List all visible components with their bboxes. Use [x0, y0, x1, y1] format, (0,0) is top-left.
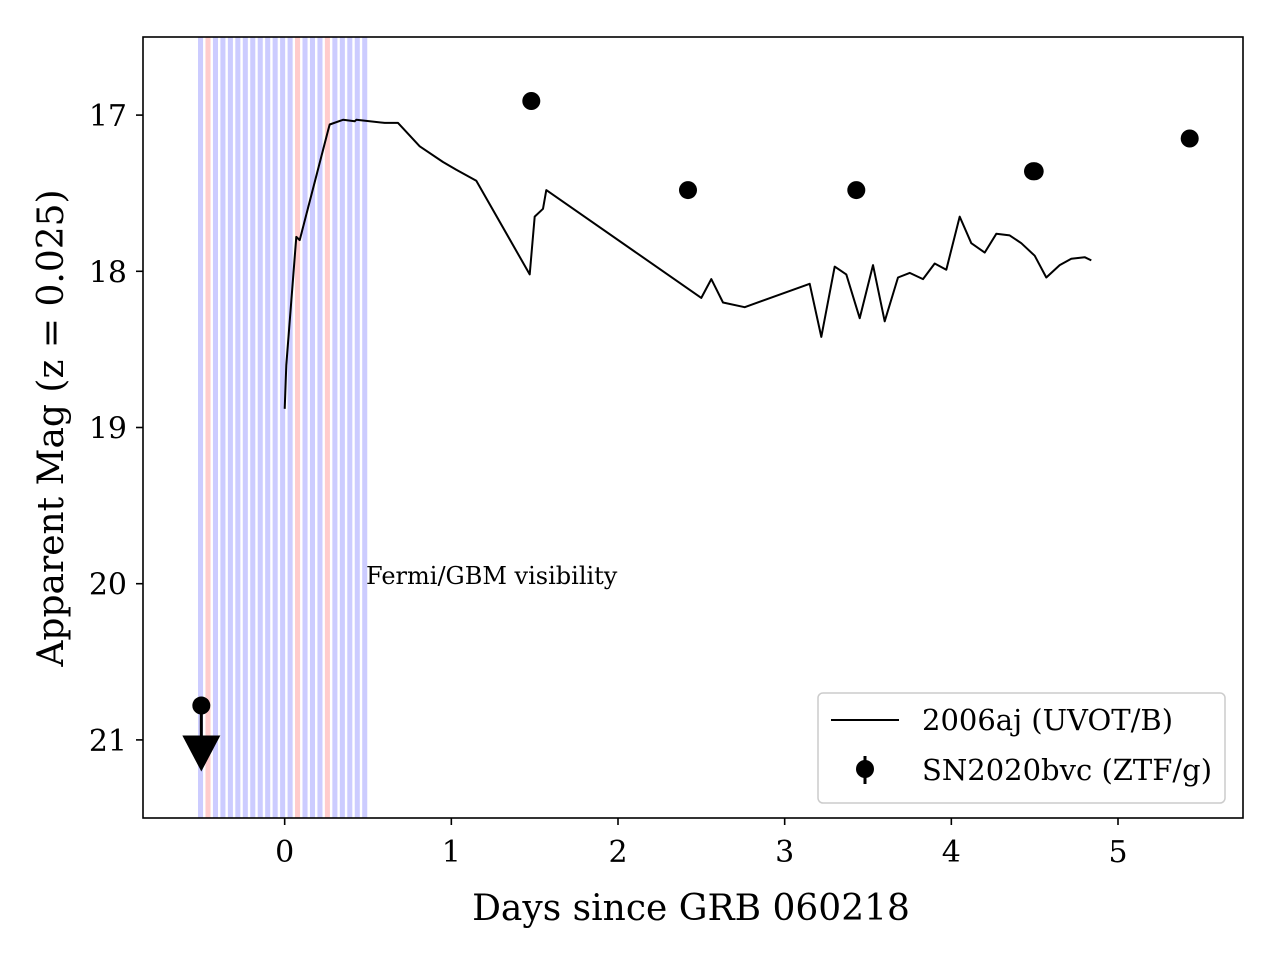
annotation-fermi-gbm: Fermi/GBM visibility	[366, 562, 618, 590]
x-axis-label: Days since GRB 060218	[472, 888, 910, 929]
legend-label-2006aj: 2006aj (UVOT/B)	[922, 703, 1173, 737]
visibility-band	[324, 37, 330, 818]
visibility-band	[212, 37, 218, 818]
visibility-band	[339, 37, 345, 818]
legend-point-swatch	[856, 760, 874, 778]
visibility-band	[272, 37, 278, 818]
visibility-band	[235, 37, 241, 818]
y-tick-label: 21	[89, 724, 127, 759]
visibility-band	[295, 37, 301, 818]
y-axis-ticks: 17 18 19 20 21	[89, 99, 143, 759]
upper-limit-point	[192, 696, 211, 715]
upper-limit-arrow	[182, 735, 221, 772]
x-axis-ticks: 0 1 2 3 4 5	[275, 818, 1128, 870]
y-axis-label: Apparent Mag (z = 0.025)	[31, 189, 72, 667]
x-tick-label: 0	[275, 835, 294, 870]
visibility-band	[220, 37, 226, 818]
x-tick-label: 3	[775, 835, 794, 870]
series-sn2020bvc-group	[522, 92, 1199, 200]
visibility-band	[332, 37, 338, 818]
upper-limit-marker	[182, 696, 221, 772]
visibility-band	[354, 37, 360, 818]
visibility-band	[257, 37, 263, 818]
data-point-sn2020bvc	[1025, 162, 1044, 181]
visibility-band	[309, 37, 316, 818]
series-2006aj-group	[283, 118, 1092, 409]
visibility-bands	[198, 37, 368, 818]
visibility-band	[198, 37, 204, 818]
data-point-sn2020bvc	[522, 92, 541, 110]
visibility-band	[242, 37, 248, 818]
legend-label-sn2020bvc: SN2020bvc (ZTF/g)	[922, 753, 1212, 787]
data-point-sn2020bvc	[847, 181, 866, 200]
y-tick-label: 20	[89, 568, 127, 603]
y-tick-label: 18	[89, 255, 127, 290]
visibility-band	[265, 37, 271, 818]
visibility-band	[205, 37, 211, 818]
data-point-sn2020bvc	[1180, 129, 1199, 148]
y-tick-label: 19	[89, 412, 127, 447]
x-tick-label: 4	[942, 835, 961, 870]
series-line-2006aj	[283, 118, 1092, 409]
visibility-band	[362, 37, 368, 818]
x-tick-label: 1	[442, 835, 461, 870]
legend-box	[817, 692, 1226, 804]
visibility-band	[227, 37, 233, 818]
x-tick-label: 5	[1108, 835, 1127, 870]
data-point-sn2020bvc	[679, 181, 697, 200]
visibility-band	[302, 37, 308, 818]
visibility-band	[347, 37, 353, 818]
y-tick-label: 17	[89, 99, 127, 134]
visibility-band	[280, 37, 286, 818]
legend: 2006aj (UVOT/B) SN2020bvc (ZTF/g)	[817, 692, 1226, 804]
visibility-band	[317, 37, 323, 818]
visibility-band	[287, 37, 293, 818]
x-tick-label: 2	[608, 835, 627, 870]
visibility-band	[250, 37, 256, 818]
